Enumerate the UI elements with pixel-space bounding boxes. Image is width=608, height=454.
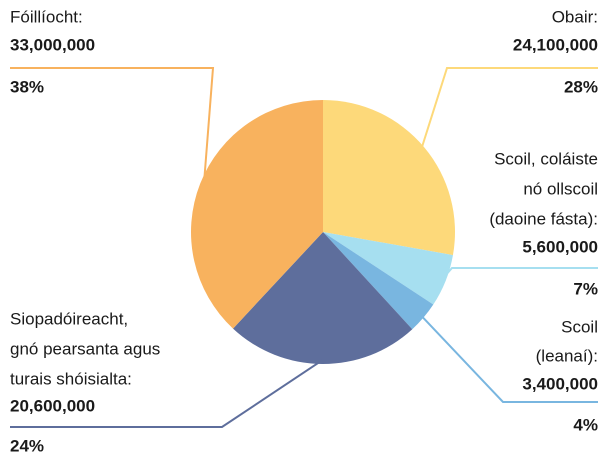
- slice-label: nó ollscoil: [523, 179, 598, 198]
- leader-line: [441, 267, 598, 280]
- value-label: 33,000,000: [10, 35, 95, 54]
- pie-slice: [323, 232, 453, 305]
- percentage-label: 28%: [564, 77, 598, 96]
- percentage-label: 24%: [10, 436, 44, 454]
- pie-slice: [233, 232, 413, 365]
- slice-label: turais shóisialta:: [10, 369, 132, 388]
- percentage-label: 7%: [573, 279, 598, 298]
- leader-line: [419, 314, 598, 403]
- value-label: 3,400,000: [522, 374, 598, 393]
- leader-line: [420, 67, 598, 151]
- leader-line: [10, 67, 215, 186]
- slice-label: Scoil: [561, 317, 598, 336]
- slice-label: Scoil, coláiste: [494, 149, 598, 168]
- value-label: 20,600,000: [10, 396, 95, 415]
- pie-slice: [190, 100, 323, 329]
- percentage-label: 38%: [10, 77, 44, 96]
- slice-label: Siopadóireacht,: [10, 309, 128, 328]
- slice-label: gnó pearsanta agus: [10, 339, 160, 358]
- percentage-label: 4%: [573, 415, 598, 434]
- value-label: 5,600,000: [522, 237, 598, 256]
- slice-label: Obair:: [552, 7, 598, 26]
- pie-slice: [323, 100, 455, 256]
- pie-slice: [323, 232, 434, 330]
- slice-label: (daoine fásta):: [489, 209, 598, 228]
- slice-label: (leanaí):: [536, 346, 598, 365]
- leader-line: [10, 359, 324, 428]
- value-label: 24,100,000: [513, 35, 598, 54]
- slice-label: Fóillíocht:: [10, 7, 83, 26]
